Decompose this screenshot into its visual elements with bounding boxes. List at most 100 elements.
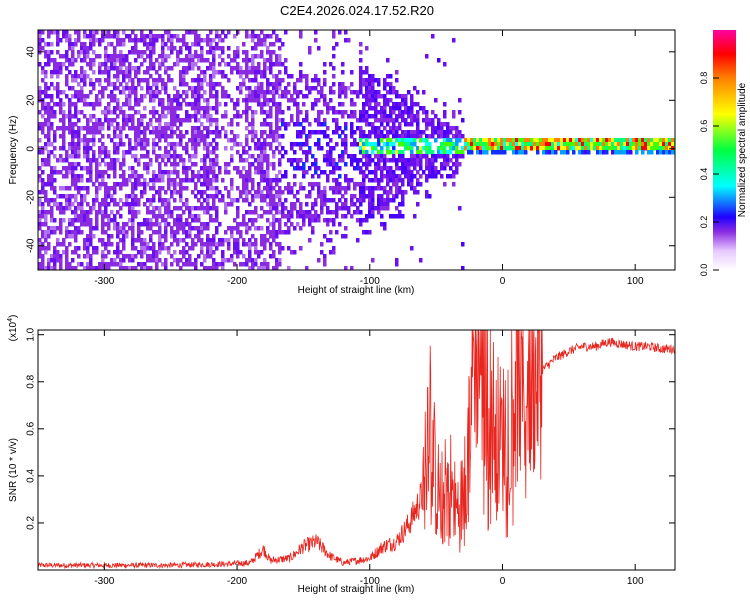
spectrogram-cell xyxy=(248,146,252,151)
spectrogram-cell xyxy=(377,102,381,107)
spectrogram-cell xyxy=(71,222,75,227)
spectrogram-cell xyxy=(458,162,462,167)
spectrogram-cell xyxy=(374,154,378,159)
spectrogram-cell xyxy=(341,90,345,95)
spectrogram-cell xyxy=(149,50,153,55)
spectrogram-cell xyxy=(206,250,210,255)
spectrogram-cell xyxy=(599,150,603,155)
spectrogram-cell xyxy=(428,142,432,147)
spectrogram-cell xyxy=(398,210,402,215)
spectrogram-cell xyxy=(236,170,240,175)
spectrogram-cell xyxy=(149,218,153,223)
spectrogram-cell xyxy=(77,30,81,35)
spectrogram-cell xyxy=(212,178,216,183)
spectrogram-cell xyxy=(518,138,522,143)
spectrogram-cell xyxy=(512,146,516,151)
spectrogram-cell xyxy=(233,50,237,55)
spectrogram-cell xyxy=(239,114,243,119)
spectrogram-cell xyxy=(239,234,243,239)
spectrogram-cell xyxy=(95,214,99,219)
spectrogram-cell xyxy=(128,38,132,43)
spectrogram-cell xyxy=(278,94,282,99)
spectrogram-cell xyxy=(401,118,405,123)
spectrogram-cell xyxy=(176,50,180,55)
spectrogram-cell xyxy=(86,50,90,55)
spectrogram-cell xyxy=(89,42,93,47)
spectrogram-cell xyxy=(128,202,132,207)
spectrogram-cell xyxy=(149,222,153,227)
spectrogram-cell xyxy=(224,186,228,191)
spectrogram-cell xyxy=(359,190,363,195)
spectrogram-cell xyxy=(335,178,339,183)
spectrogram-cell xyxy=(281,110,285,115)
spectrogram-cell xyxy=(368,98,372,103)
spectrogram-cell xyxy=(272,166,276,171)
spectrogram-cell xyxy=(428,158,432,163)
spectrogram-cell xyxy=(161,58,165,63)
spectrogram-cell xyxy=(383,202,387,207)
spectrogram-cell xyxy=(203,146,207,151)
spectrogram-cell xyxy=(116,54,120,59)
spectrogram-cell xyxy=(224,134,228,139)
spectrogram-cell xyxy=(545,146,549,151)
spectrogram-cell xyxy=(158,178,162,183)
spectrogram-cell xyxy=(254,246,258,251)
spectrogram-cell xyxy=(272,150,276,155)
spectrogram-cell xyxy=(233,106,237,111)
spectrogram-cell xyxy=(134,126,138,131)
spectrogram-cell xyxy=(296,134,300,139)
spectrogram-cell xyxy=(413,138,417,143)
spectrogram-cell xyxy=(332,198,336,203)
spectrogram-cell xyxy=(314,198,318,203)
spectrogram-cell xyxy=(338,182,342,187)
spectrogram-cell xyxy=(245,222,249,227)
spectrogram-cell xyxy=(176,206,180,211)
spectrogram-cell xyxy=(164,130,168,135)
spectrogram-cell xyxy=(383,186,387,191)
spectrogram-cell xyxy=(266,230,270,235)
spectrogram-cell xyxy=(128,78,132,83)
spectrogram-cell xyxy=(62,206,66,211)
spectrogram-cell xyxy=(269,130,273,135)
spectrogram-cell xyxy=(299,30,303,35)
spectrogram-cell xyxy=(593,142,597,147)
spectrogram-cell xyxy=(128,102,132,107)
spectrogram-cell xyxy=(74,234,78,239)
spectrogram-cell xyxy=(194,242,198,247)
spectrogram-cell xyxy=(215,174,219,179)
spectrogram-cell xyxy=(89,242,93,247)
spectrogram-cell xyxy=(317,90,321,95)
spectrogram-cell xyxy=(278,150,282,155)
spectrogram-cell xyxy=(344,86,348,91)
spectrogram-cell xyxy=(296,130,300,135)
spectrogram-cell xyxy=(248,202,252,207)
spectrogram-cell xyxy=(101,174,105,179)
spectrogram-cell xyxy=(155,218,159,223)
spectrogram-cell xyxy=(356,238,360,243)
spectrogram-cell xyxy=(284,206,288,211)
spectrogram-cell xyxy=(71,102,75,107)
spectrogram-cell xyxy=(122,74,126,79)
spectrogram-cell xyxy=(251,194,255,199)
spectrogram-cell xyxy=(218,54,222,59)
spectrogram-cell xyxy=(383,142,387,147)
spectrogram-cell xyxy=(590,138,594,143)
spectrogram-cell xyxy=(152,170,156,175)
spectrogram-cell xyxy=(182,170,186,175)
spectrogram-cell xyxy=(398,166,402,171)
spectrogram-cell xyxy=(236,54,240,59)
spectrogram-cell xyxy=(503,150,507,155)
spectrogram-cell xyxy=(80,110,84,115)
spectrogram-cell xyxy=(383,198,387,203)
spectrogram-cell xyxy=(371,126,375,131)
spectrogram-cell xyxy=(251,222,255,227)
spectrogram-cell xyxy=(380,94,384,99)
spectrogram-cell xyxy=(380,118,384,123)
spectrogram-cell xyxy=(203,126,207,131)
spectrogram-cell xyxy=(365,90,369,95)
spectrogram-cell xyxy=(173,166,177,171)
spectrogram-cell xyxy=(86,126,90,131)
spectrogram-cell xyxy=(452,162,456,167)
spectrogram-cell xyxy=(134,86,138,91)
spectrogram-cell xyxy=(38,86,42,91)
